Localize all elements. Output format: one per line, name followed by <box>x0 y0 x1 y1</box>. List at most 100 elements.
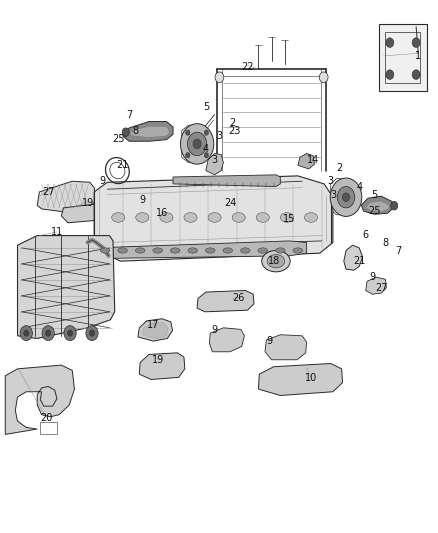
Text: 16: 16 <box>156 208 168 218</box>
Polygon shape <box>129 126 169 138</box>
Text: 10: 10 <box>305 374 317 383</box>
Text: 7: 7 <box>396 246 402 255</box>
Text: 8: 8 <box>133 126 139 135</box>
Text: 9: 9 <box>139 195 145 205</box>
Text: 3: 3 <box>328 176 334 186</box>
Ellipse shape <box>208 213 221 222</box>
Circle shape <box>86 326 98 341</box>
Text: 23: 23 <box>228 126 240 135</box>
Text: 26: 26 <box>233 294 245 303</box>
Circle shape <box>319 72 328 83</box>
Ellipse shape <box>258 248 268 253</box>
Text: 21: 21 <box>117 160 129 170</box>
Text: 4: 4 <box>356 182 362 191</box>
Polygon shape <box>197 290 254 312</box>
Text: 19: 19 <box>152 355 164 365</box>
Ellipse shape <box>261 251 290 272</box>
Ellipse shape <box>304 213 318 222</box>
Ellipse shape <box>232 213 245 222</box>
Text: 25: 25 <box>112 134 124 143</box>
Circle shape <box>337 187 355 208</box>
Circle shape <box>187 132 207 156</box>
Circle shape <box>64 326 76 341</box>
Text: 15: 15 <box>283 214 295 223</box>
Ellipse shape <box>267 255 285 268</box>
Ellipse shape <box>100 248 110 253</box>
Text: 2: 2 <box>336 163 343 173</box>
Text: 24: 24 <box>224 198 236 207</box>
Circle shape <box>186 152 190 158</box>
Text: 17: 17 <box>147 320 159 330</box>
Ellipse shape <box>160 213 173 222</box>
Ellipse shape <box>276 248 285 253</box>
Circle shape <box>24 330 29 336</box>
Text: 21: 21 <box>353 256 365 266</box>
Polygon shape <box>5 365 74 434</box>
Text: 5: 5 <box>203 102 209 111</box>
Polygon shape <box>173 175 280 187</box>
Text: 3: 3 <box>330 190 336 199</box>
Polygon shape <box>40 422 57 434</box>
Polygon shape <box>138 319 173 341</box>
Text: 4: 4 <box>203 144 209 154</box>
Text: 8: 8 <box>382 238 389 247</box>
Polygon shape <box>37 181 95 213</box>
Polygon shape <box>344 245 363 270</box>
Text: 5: 5 <box>371 190 378 199</box>
Ellipse shape <box>188 248 198 253</box>
Ellipse shape <box>136 213 149 222</box>
Ellipse shape <box>205 248 215 253</box>
Text: 9: 9 <box>100 176 106 186</box>
Ellipse shape <box>223 248 233 253</box>
Text: 3: 3 <box>216 131 222 141</box>
Ellipse shape <box>280 213 293 222</box>
Text: 1: 1 <box>415 51 421 61</box>
Circle shape <box>412 70 420 79</box>
Ellipse shape <box>118 248 127 253</box>
Circle shape <box>215 72 224 83</box>
Circle shape <box>330 178 362 216</box>
Ellipse shape <box>153 248 162 253</box>
Polygon shape <box>18 236 115 338</box>
Polygon shape <box>139 353 185 379</box>
Polygon shape <box>366 277 386 294</box>
Text: 20: 20 <box>40 414 52 423</box>
Polygon shape <box>258 364 343 395</box>
Polygon shape <box>265 335 307 360</box>
Text: 2: 2 <box>229 118 235 127</box>
Polygon shape <box>123 122 173 141</box>
Ellipse shape <box>256 213 269 222</box>
Text: 14: 14 <box>307 155 319 165</box>
Polygon shape <box>209 328 244 352</box>
Ellipse shape <box>293 248 303 253</box>
Text: 9: 9 <box>369 272 375 282</box>
Circle shape <box>67 330 73 336</box>
Polygon shape <box>366 201 389 212</box>
Text: 19: 19 <box>81 198 94 207</box>
Text: 9: 9 <box>212 326 218 335</box>
Ellipse shape <box>112 213 125 222</box>
Text: 3: 3 <box>212 155 218 165</box>
Ellipse shape <box>240 248 250 253</box>
Text: 9: 9 <box>266 336 272 346</box>
Polygon shape <box>298 154 314 169</box>
Text: 11: 11 <box>51 227 63 237</box>
Text: 22: 22 <box>241 62 254 71</box>
Circle shape <box>42 326 54 341</box>
Circle shape <box>20 326 32 341</box>
Polygon shape <box>206 154 223 175</box>
Circle shape <box>186 130 190 135</box>
Polygon shape <box>61 204 109 223</box>
Ellipse shape <box>184 213 197 222</box>
Circle shape <box>386 70 394 79</box>
Polygon shape <box>361 196 393 214</box>
Circle shape <box>180 124 214 164</box>
Circle shape <box>386 38 394 47</box>
Circle shape <box>89 330 95 336</box>
Polygon shape <box>96 241 307 259</box>
Text: 7: 7 <box>126 110 132 119</box>
Circle shape <box>46 330 51 336</box>
Polygon shape <box>379 24 427 91</box>
Circle shape <box>122 128 129 136</box>
Circle shape <box>412 38 420 47</box>
